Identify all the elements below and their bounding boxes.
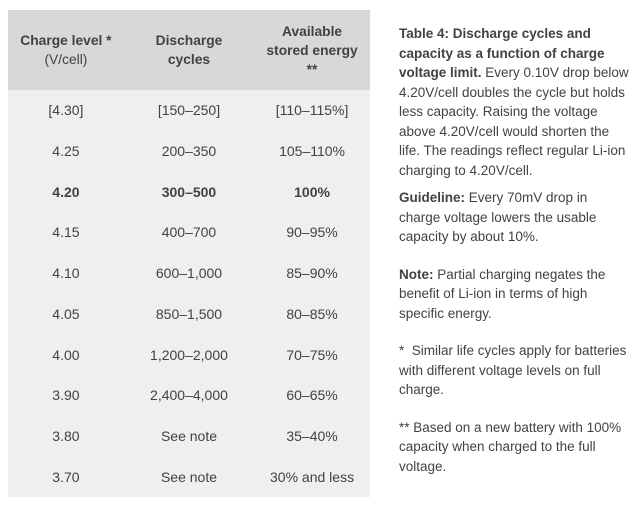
cell-discharge-cycles: 1,200–2,000 (150, 346, 228, 363)
cell-discharge-cycles: 300–500 (161, 183, 217, 200)
discharge-cycles-table: Charge level * (V/cell) Discharge cycles… (8, 10, 370, 497)
cell-discharge-cycles: 200–350 (161, 143, 217, 160)
note-lead-bold: Table 4: Discharge cycles and capacity a… (399, 26, 609, 80)
note-paragraph: Table 4: Discharge cycles and capacity a… (399, 24, 632, 180)
note-lead-bold: Note: (399, 266, 434, 282)
col-header-discharge-line2: cycles (167, 52, 211, 67)
cell-charge-level: 4.15 (52, 224, 80, 241)
note-paragraph: Note: Partial charging negates the benef… (399, 265, 632, 324)
table-row: [4.30] [150–250] [110–115%] (8, 90, 370, 131)
cell-discharge-cycles: 600–1,000 (155, 265, 223, 282)
cell-discharge-cycles: [150–250] (157, 102, 221, 119)
table-row: 3.80 See note 35–40% (8, 416, 370, 457)
col-header-discharge-line1: Discharge (155, 33, 223, 48)
cell-charge-level: [4.30] (48, 102, 84, 119)
cell-discharge-cycles: 850–1,500 (155, 305, 223, 322)
col-header-charge-level-unit: (V/cell) (44, 52, 88, 67)
note-paragraph: ** Based on a new battery with 100% capa… (399, 418, 632, 477)
table-row: 3.90 2,400–4,000 60–65% (8, 375, 370, 416)
col-header-charge-level: Charge level * (V/cell) (8, 31, 124, 69)
cell-stored-energy: 105–110% (279, 143, 346, 160)
note-text: * Similar life cycles apply for batterie… (399, 343, 631, 397)
cell-stored-energy: 100% (294, 183, 330, 200)
note-text: Partial charging negates the benefit of … (399, 266, 610, 321)
cell-charge-level: 3.70 (52, 468, 80, 485)
note-text: Every 70mV drop in charge voltage lowers… (399, 190, 601, 244)
table-body: [4.30] [150–250] [110–115%] 4.25 200–350 105–… (8, 90, 370, 497)
cell-charge-level: 3.90 (52, 387, 80, 404)
col-header-discharge-cycles: Discharge cycles (124, 31, 254, 69)
col-header-energy-line2: stored energy (266, 42, 358, 58)
note-lead-bold: Guideline: (399, 190, 466, 205)
cell-discharge-cycles: See note (160, 468, 218, 485)
notes-column: Table 4: Discharge cycles and capacity a… (399, 24, 632, 484)
table-row: 4.20 300–500 100% (8, 171, 370, 212)
note-paragraph: Guideline: Every 70mV drop in charge vol… (399, 188, 632, 247)
cell-stored-energy: 80–85% (286, 305, 338, 322)
cell-stored-energy: 30% and less (270, 468, 355, 485)
cell-discharge-cycles: 2,400–4,000 (150, 387, 228, 404)
cell-discharge-cycles: 400–700 (161, 224, 217, 241)
table-row: 4.10 600–1,000 85–90% (8, 253, 370, 294)
table-row: 4.05 850–1,500 80–85% (8, 294, 370, 335)
cell-charge-level: 4.10 (52, 265, 80, 282)
cell-stored-energy: 35–40% (286, 427, 338, 444)
cell-stored-energy: [110–115%] (275, 102, 349, 119)
cell-charge-level: 4.25 (52, 143, 80, 160)
note-text: ** Based on a new battery with 100% capa… (399, 419, 625, 474)
table-header: Charge level * (V/cell) Discharge cycles… (8, 10, 370, 90)
cell-stored-energy: 85–90% (286, 265, 338, 282)
table-row: 4.15 400–700 90–95% (8, 212, 370, 253)
cell-stored-energy: 90–95% (286, 224, 338, 241)
col-header-stored-energy: Available stored energy ** (254, 22, 370, 79)
note-paragraph: * Similar life cycles apply for batterie… (399, 341, 632, 400)
cell-charge-level: 3.80 (52, 427, 80, 444)
cell-stored-energy: 60–65% (286, 387, 338, 404)
note-text: Every 0.10V drop below 4.20V/cell double… (399, 65, 633, 178)
table-row: 4.25 200–350 105–110% (8, 131, 370, 172)
cell-charge-level: 4.00 (52, 346, 80, 363)
col-header-energy-footnote-mark: ** (306, 61, 318, 77)
cell-charge-level: 4.20 (52, 183, 80, 200)
table-row: 4.00 1,200–2,000 70–75% (8, 334, 370, 375)
col-header-charge-level-title: Charge level * (20, 33, 112, 48)
cell-discharge-cycles: See note (160, 427, 218, 444)
table-row: 3.70 See note 30% and less (8, 456, 370, 497)
col-header-energy-line1: Available (282, 23, 343, 39)
cell-stored-energy: 70–75% (286, 346, 338, 363)
cell-charge-level: 4.05 (52, 305, 80, 322)
